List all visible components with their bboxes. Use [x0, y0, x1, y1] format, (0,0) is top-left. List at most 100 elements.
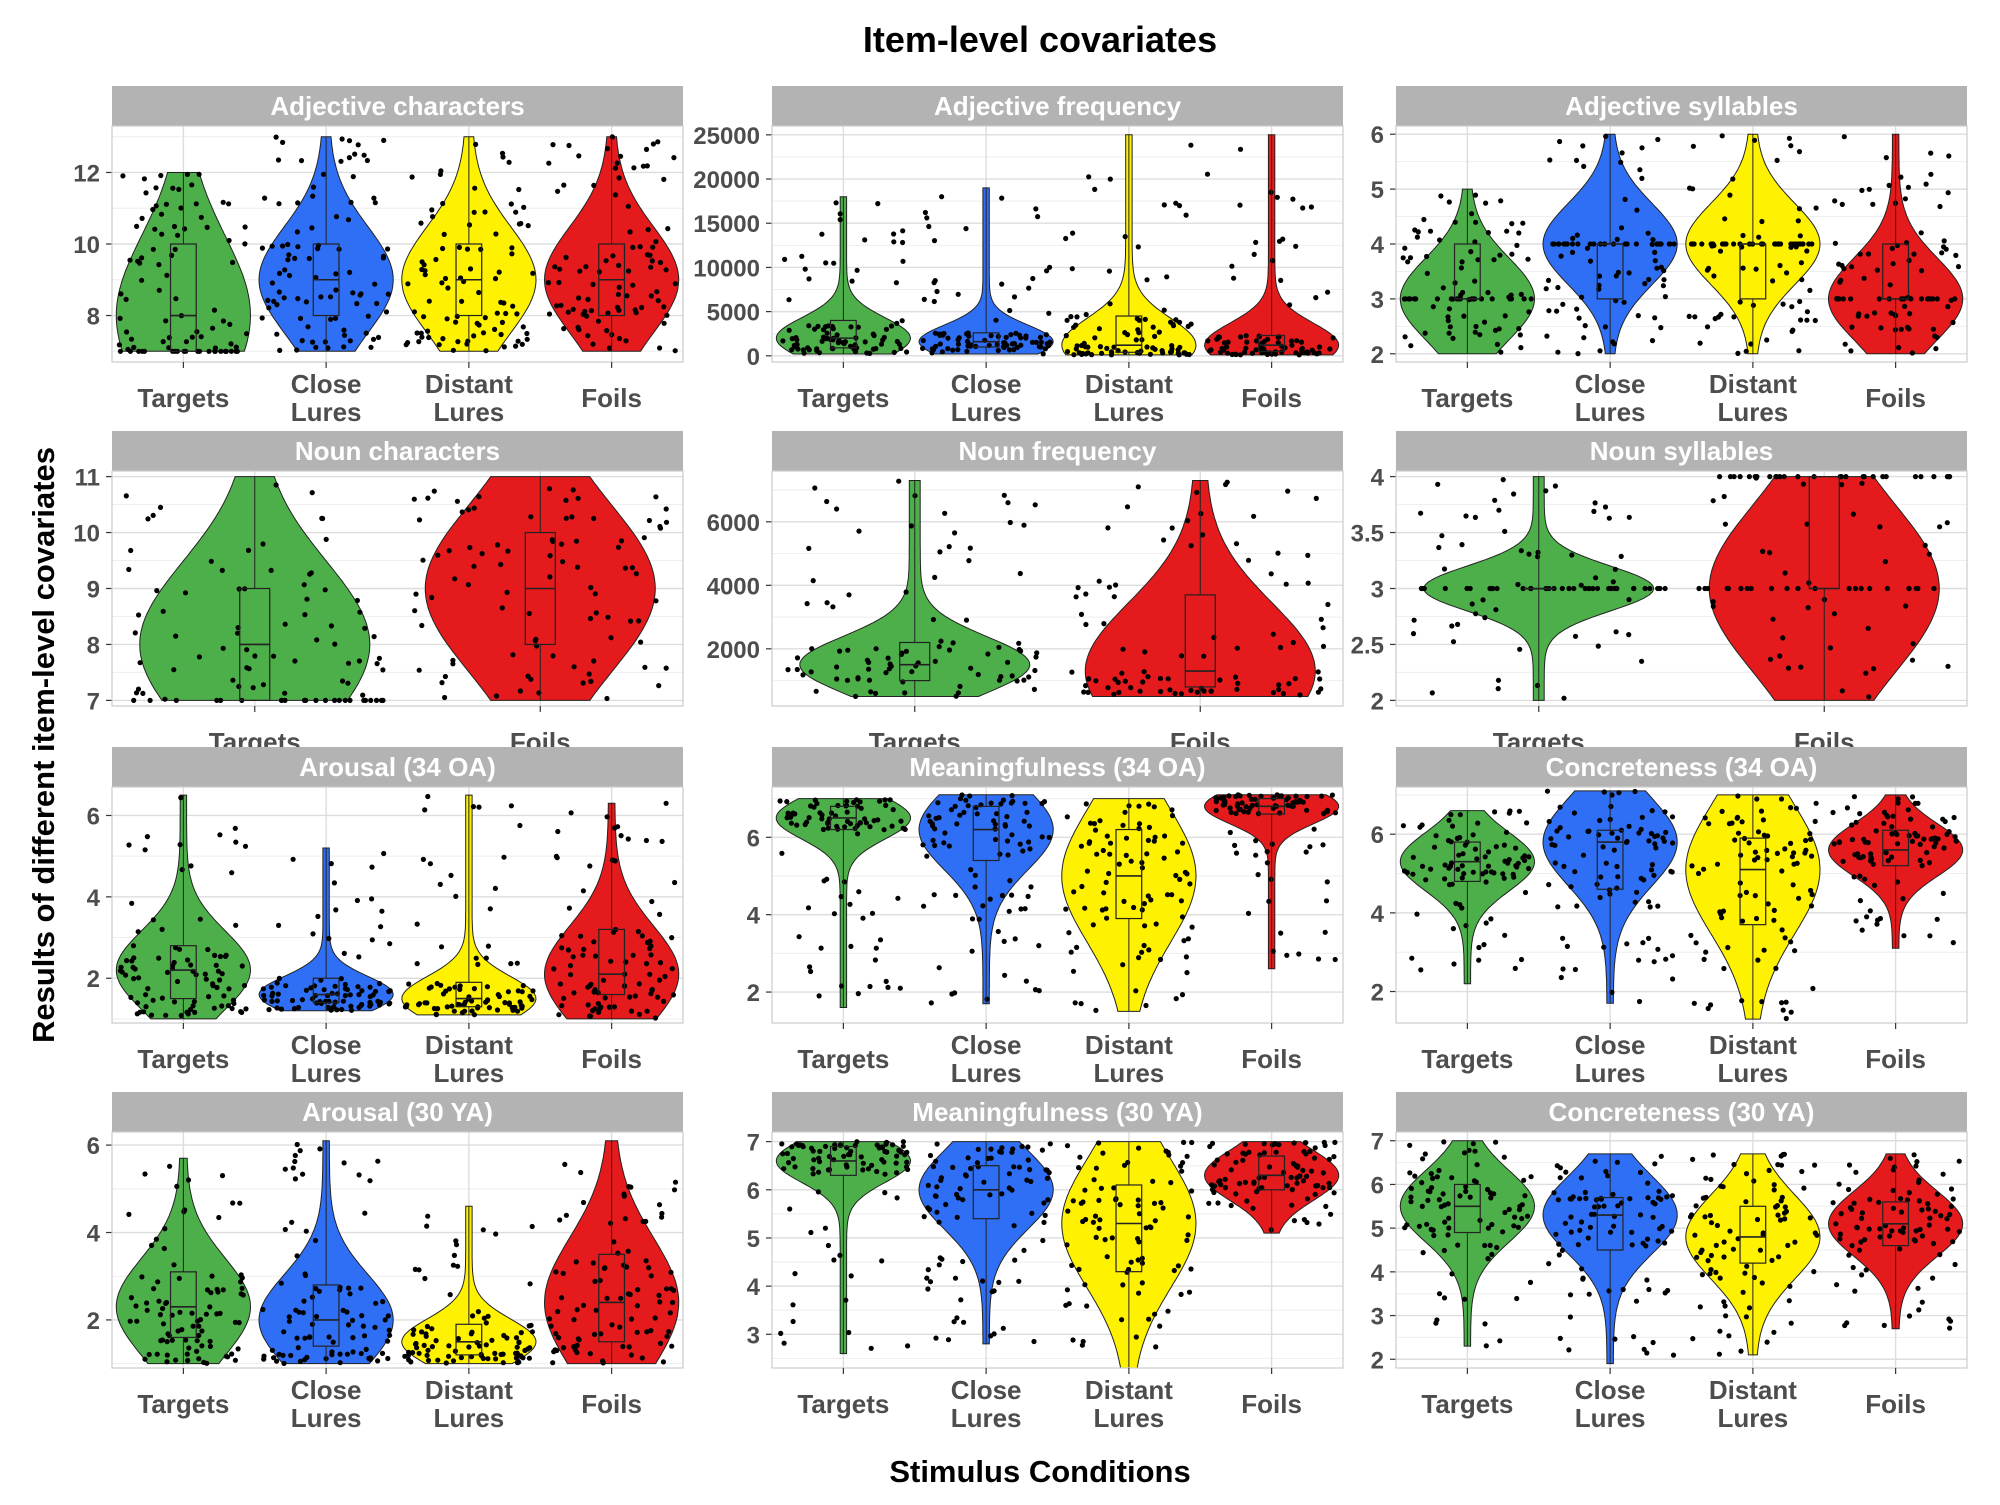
data-point [570, 487, 576, 493]
data-point [1567, 1292, 1574, 1298]
data-point [1928, 150, 1934, 156]
data-point [143, 992, 149, 998]
data-point [1874, 267, 1880, 273]
data-point [1414, 234, 1420, 240]
data-point [339, 678, 346, 684]
y-tick-label: 6 [1371, 122, 1384, 149]
data-point [1804, 248, 1810, 254]
data-point [219, 971, 225, 977]
data-point [604, 814, 610, 820]
data-point [1315, 956, 1322, 962]
data-point [1870, 474, 1876, 480]
data-point [1133, 1334, 1139, 1340]
data-point [845, 647, 851, 653]
data-point [164, 1352, 170, 1358]
data-point [456, 244, 462, 250]
data-point [199, 1328, 205, 1334]
data-point [483, 348, 489, 354]
data-point [1264, 860, 1270, 866]
data-point [469, 1008, 475, 1014]
data-point [1611, 847, 1617, 853]
data-point [1036, 943, 1042, 949]
data-point [1461, 871, 1467, 877]
data-point [1561, 695, 1567, 701]
data-point [1104, 915, 1110, 921]
data-point [124, 958, 130, 964]
data-point [135, 686, 142, 692]
data-point [422, 272, 428, 278]
data-point [449, 1003, 455, 1009]
data-point [1472, 192, 1479, 198]
data-point [1730, 176, 1736, 182]
data-point [547, 1316, 553, 1322]
data-point [1927, 1215, 1933, 1221]
data-point [908, 523, 915, 529]
data-point [837, 1252, 843, 1258]
data-point [878, 341, 885, 347]
data-point [1917, 841, 1923, 848]
data-point [926, 813, 932, 819]
data-point [244, 647, 250, 653]
data-point [1144, 344, 1150, 350]
data-point [334, 1007, 340, 1013]
data-point [356, 658, 362, 664]
data-point [1065, 1208, 1071, 1214]
data-point [1756, 234, 1762, 240]
data-point [1760, 548, 1766, 555]
x-tick-label-line: Lures [433, 397, 504, 427]
data-point [476, 1343, 482, 1349]
data-point [498, 561, 504, 568]
data-point [628, 1316, 635, 1322]
panel-title: Noun syllables [1590, 436, 1774, 466]
data-point [961, 1319, 967, 1325]
data-point [1839, 482, 1845, 488]
data-point [196, 1332, 202, 1339]
data-point [1400, 255, 1406, 261]
data-point [260, 682, 266, 688]
data-point [141, 176, 147, 182]
data-point [1839, 688, 1845, 694]
data-point [1557, 1165, 1563, 1171]
data-point [616, 175, 622, 181]
data-point [372, 281, 378, 287]
y-tick-label: 0 [747, 344, 760, 371]
data-point [235, 630, 241, 636]
data-point [1950, 319, 1956, 326]
data-point [1658, 241, 1664, 247]
data-point [1323, 1203, 1329, 1209]
data-point [825, 825, 831, 831]
data-point [163, 1012, 169, 1018]
data-point [466, 222, 473, 228]
data-point [824, 600, 830, 606]
data-point [847, 901, 853, 907]
data-point [318, 294, 324, 300]
data-point [1441, 1247, 1447, 1254]
data-point [860, 915, 866, 921]
data-point [424, 1352, 430, 1358]
data-point [465, 582, 471, 588]
data-point [1000, 797, 1007, 803]
data-point [424, 1000, 430, 1006]
data-point [482, 209, 488, 215]
data-point [1420, 1250, 1426, 1256]
data-point [649, 987, 655, 994]
data-point [980, 903, 986, 909]
data-point [521, 204, 527, 210]
data-point [1161, 537, 1167, 543]
data-point [1109, 1235, 1115, 1241]
data-point [1078, 1001, 1084, 1007]
data-point [1016, 640, 1022, 646]
data-point [1238, 334, 1244, 340]
data-point [1097, 344, 1103, 350]
data-point [144, 834, 150, 840]
data-point [1566, 585, 1572, 592]
data-point [1463, 1188, 1469, 1194]
data-point [1770, 616, 1776, 622]
data-point [546, 486, 553, 492]
data-point [1025, 893, 1031, 900]
data-point [869, 1162, 875, 1168]
data-point [663, 665, 669, 671]
data-point [1455, 1242, 1461, 1248]
data-point [232, 1319, 238, 1325]
